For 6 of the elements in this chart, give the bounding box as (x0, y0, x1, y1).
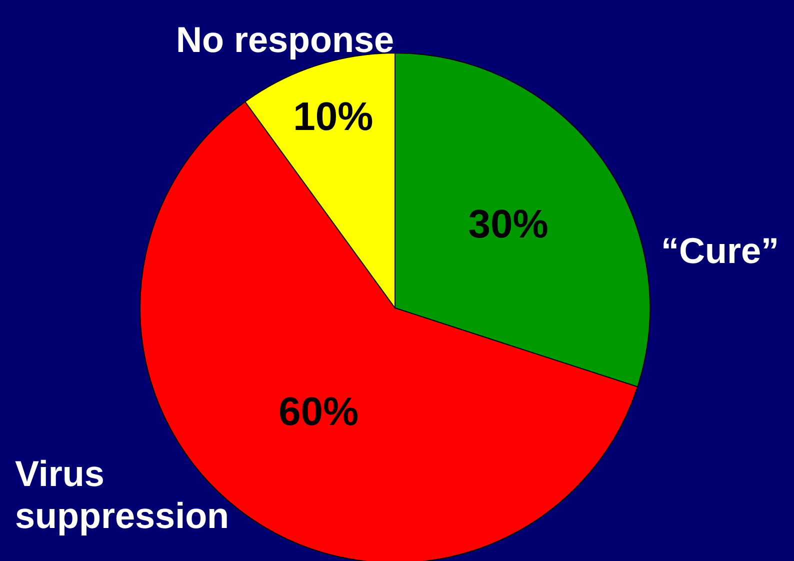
slice-label: No response (176, 19, 394, 60)
data-label: 60% (278, 390, 359, 434)
data-label: 10% (293, 94, 374, 139)
data-label: 30% (468, 202, 548, 247)
slice-label: “Cure” (660, 230, 780, 271)
slice-label: Virus suppression (15, 453, 230, 536)
